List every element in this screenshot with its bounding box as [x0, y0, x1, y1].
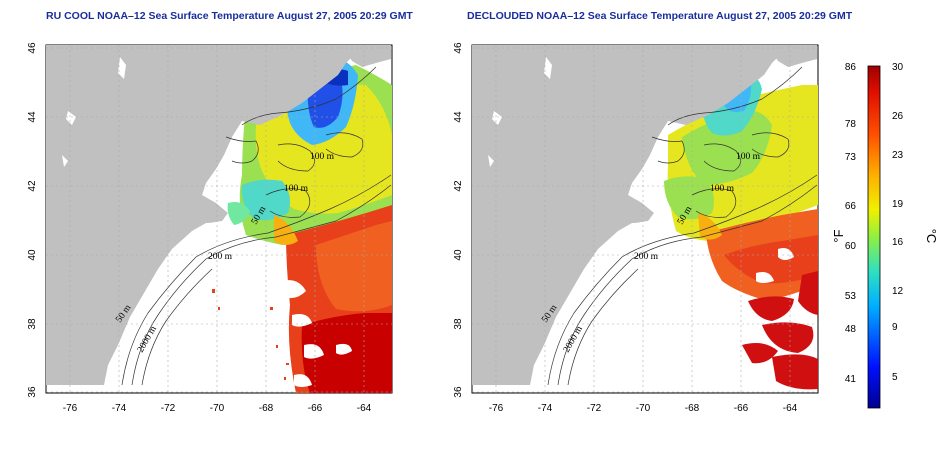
colorbar-f-label: 60	[845, 241, 857, 252]
lon-tick-label: -70	[210, 403, 225, 414]
colorbar-c-label: 9	[892, 322, 898, 333]
contour-label-100m-b: 100 m	[710, 184, 735, 194]
lon-tick-label: -70	[636, 403, 651, 414]
lon-tick-label: -66	[734, 403, 749, 414]
lon-tick-label: -74	[538, 403, 553, 414]
colorbar-f-label: 41	[845, 374, 857, 385]
lon-tick-label: -68	[685, 403, 700, 414]
lat-tick-label: 36	[27, 386, 38, 398]
lat-tick-label: 38	[453, 318, 464, 330]
colorbar-f-label: 78	[845, 119, 857, 130]
lat-tick-label: 46	[27, 42, 38, 54]
colorbar-f-label: 86	[845, 62, 857, 73]
axis-left-panel: -76 -74 -72 -70 -68 -66 -64 36 38 40 42 …	[27, 42, 372, 414]
lon-tick-label: -74	[112, 403, 127, 414]
lon-tick-label: -76	[63, 403, 78, 414]
lat-tick-label: 46	[453, 42, 464, 54]
lat-tick-label: 36	[453, 386, 464, 398]
lat-tick-label: 44	[453, 111, 464, 123]
panel-title-right: DECLOUDED NOAA–12 Sea Surface Temperatur…	[467, 10, 853, 22]
lon-tick-label: -66	[308, 403, 323, 414]
colorbar-c-label: 26	[892, 111, 904, 122]
lat-tick-label: 40	[453, 249, 464, 261]
lat-tick-label: 42	[27, 180, 38, 192]
grid-right	[472, 45, 818, 393]
colorbar-c-label: 19	[892, 199, 904, 210]
lat-tick-label: 42	[453, 180, 464, 192]
colorbar-c-label: 16	[892, 237, 904, 248]
colorbar: 86 78 73 66 60 53 48 41 30 26 23 19 16 1…	[831, 62, 939, 409]
lat-tick-label: 40	[27, 249, 38, 261]
lon-tick-label: -64	[783, 403, 798, 414]
lat-tick-label: 38	[27, 318, 38, 330]
colorbar-c-label: 30	[892, 62, 904, 73]
lon-tick-label: -72	[161, 403, 176, 414]
cloud-mask-left	[282, 280, 352, 387]
colorbar-c-label: 5	[892, 372, 898, 383]
sst-patches-right	[742, 271, 818, 390]
lon-tick-label: -64	[357, 403, 372, 414]
colorbar-f-label: 66	[845, 201, 857, 212]
contour-label-100m-a: 100 m	[310, 152, 335, 162]
contour-label-200m: 200 m	[208, 252, 233, 262]
contour-label-100m-b: 100 m	[284, 184, 309, 194]
sst-speckles-left	[212, 289, 289, 380]
colorbar-f-label: 53	[845, 291, 857, 302]
panel-title-left: RU COOL NOAA–12 Sea Surface Temperature …	[46, 10, 413, 22]
lon-tick-label: -72	[587, 403, 602, 414]
lon-tick-label: -68	[259, 403, 274, 414]
grid-left	[46, 45, 392, 393]
contour-label-100m-a: 100 m	[736, 152, 761, 162]
contour-label-200m: 200 m	[634, 252, 659, 262]
colorbar-f-label: 73	[845, 152, 857, 163]
colorbar-unit-celsius: °C	[924, 229, 939, 244]
colorbar-c-label: 12	[892, 286, 904, 297]
axis-right-panel: -76 -74 -72 -70 -68 -66 -64 36 38 40 42 …	[453, 42, 798, 414]
map-panel-right: 100 m 100 m 50 m 200 m 50 m 2000 m	[471, 44, 819, 394]
lon-tick-label: -76	[489, 403, 504, 414]
lat-tick-label: 44	[27, 111, 38, 123]
colorbar-unit-fahrenheit: °F	[831, 229, 846, 242]
colorbar-gradient	[867, 65, 881, 409]
map-panel-left: 100 m 100 m 50 m 200 m 50 m 2000 m	[45, 44, 393, 394]
colorbar-f-label: 48	[845, 324, 857, 335]
colorbar-c-label: 23	[892, 150, 904, 161]
